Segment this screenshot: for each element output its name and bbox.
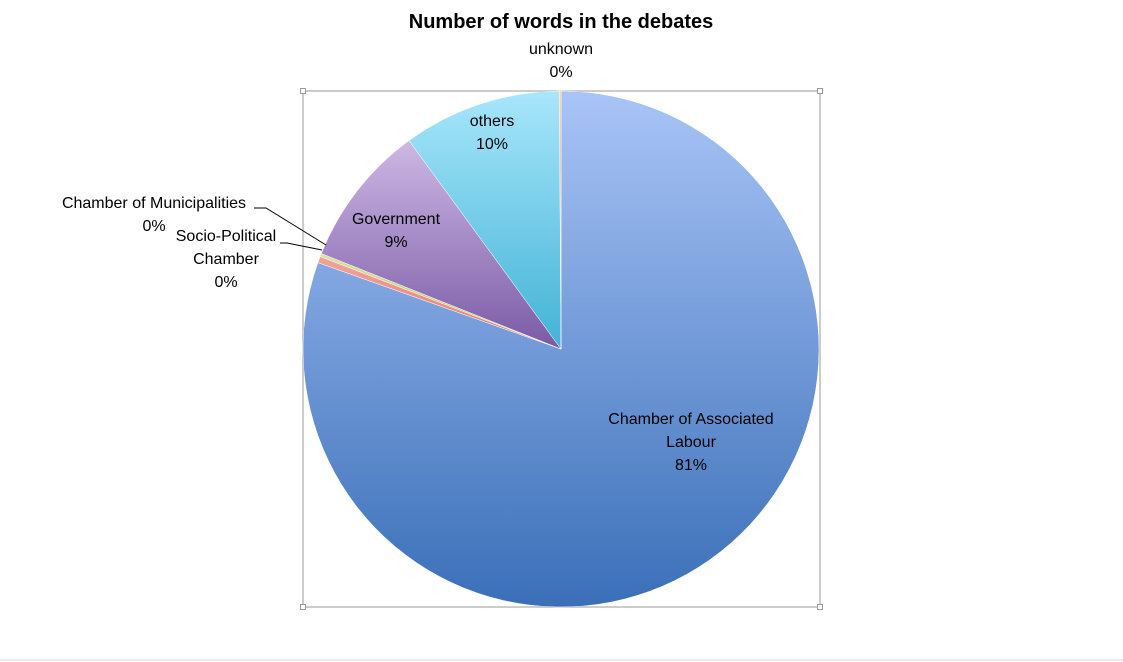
slice-government [320, 140, 562, 350]
label-socio-political-chamber: Socio-Political Chamber 0% [176, 228, 276, 291]
frame-handle-1[interactable] [300, 88, 306, 94]
plot-area-handles[interactable] [300, 88, 823, 610]
label-government: Government 9% [352, 211, 441, 251]
label-chamber-of-associated-labour: Chamber of Associated Labour 81% [608, 411, 773, 474]
label-chamber-of-municipalities: Chamber of Municipalities 0% [62, 195, 246, 235]
label-others: others 10% [470, 113, 514, 153]
slice-others [408, 90, 562, 350]
chart-title: Number of words in the debates [409, 11, 713, 33]
pie-slices [302, 90, 820, 608]
frame-handle-3[interactable] [300, 604, 306, 610]
label-unknown: unknown 0% [529, 41, 593, 81]
frame-handle-4[interactable] [817, 604, 823, 610]
frame-handle-2[interactable] [817, 88, 823, 94]
slice-unknown [559, 90, 562, 350]
leader-lines [254, 207, 327, 251]
leader-chamber-of-municipalities [254, 207, 327, 246]
slice-labels: Chamber of Associated Labour 81% Socio-Poli… [62, 41, 774, 474]
leader-socio-political-chamber [280, 242, 323, 251]
